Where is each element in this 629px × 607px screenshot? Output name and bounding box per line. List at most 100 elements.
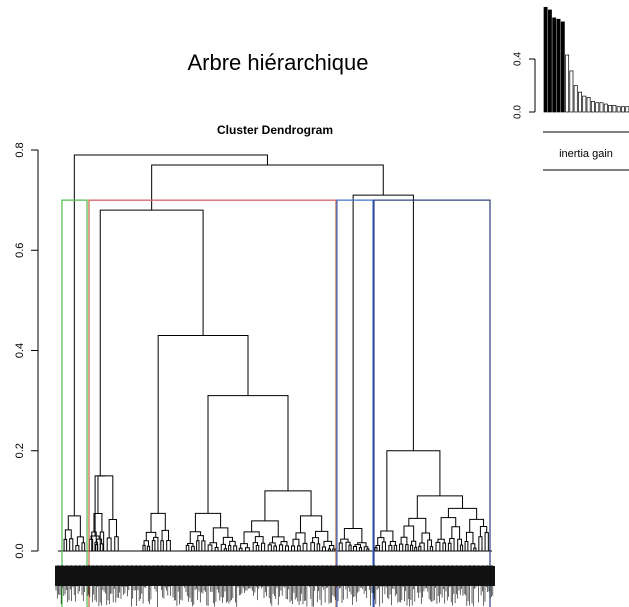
- dendrogram-link: [338, 542, 343, 551]
- dendrogram-link: [196, 540, 200, 551]
- inertia-bar: [565, 54, 570, 113]
- dendrogram-link: [161, 529, 170, 541]
- dendrogram-link: [264, 490, 312, 521]
- dendrogram-link: [97, 475, 114, 520]
- dendrogram-link: [297, 545, 301, 551]
- dendrogram-link: [280, 541, 288, 547]
- leaf-label-band: [55, 566, 495, 586]
- dendrogram-link: [409, 544, 414, 551]
- inertia-bar: [552, 17, 557, 113]
- dendrogram-link: [207, 544, 213, 551]
- dendrogram-link: [312, 537, 319, 544]
- y-tick-label: 0.8: [14, 142, 26, 157]
- dendrogram-link: [94, 541, 98, 551]
- dendrogram-link: [75, 545, 80, 551]
- dendrogram-link: [194, 512, 222, 532]
- dendrogram-link: [386, 450, 441, 531]
- dendrogram-link: [284, 545, 289, 551]
- dendrogram-link: [388, 544, 393, 551]
- dendrogram-link: [299, 515, 323, 533]
- inertia-bars: [543, 6, 629, 113]
- dendrogram-link: [157, 334, 249, 514]
- dendrogram-link: [479, 525, 488, 537]
- dendrogram-link: [408, 517, 427, 533]
- dendrogram-title: Cluster Dendrogram: [217, 123, 333, 137]
- inertia-y-axis: 0.0 0.4: [513, 52, 536, 119]
- dendrogram-link: [185, 544, 190, 551]
- inertia-bar: [612, 105, 617, 113]
- cluster-rectangles: [61, 199, 491, 607]
- dendrogram-link: [416, 495, 464, 519]
- cluster-rect: [373, 199, 491, 607]
- dendrogram-link: [405, 544, 409, 551]
- inertia-bar: [621, 106, 625, 113]
- dendrogram-link: [94, 475, 106, 536]
- dendrogram-link: [254, 536, 264, 544]
- dendrogram-link: [429, 546, 434, 551]
- dendrogram-link: [151, 540, 156, 551]
- dendrogram-link: [142, 544, 146, 551]
- dendrogram-link: [63, 538, 68, 551]
- dendrogram-link: [315, 530, 329, 542]
- dendrogram-link: [114, 536, 119, 551]
- inertia-gain-chart: 0.0 0.4 inertia gain: [513, 6, 629, 171]
- dendrogram-link: [323, 540, 333, 547]
- dendrogram-link: [451, 526, 461, 540]
- inertia-bar: [578, 91, 582, 113]
- dendrogram-link: [374, 547, 378, 551]
- y-tick-label: 0.4: [14, 343, 26, 358]
- y-tick-label: 0.2: [14, 443, 26, 458]
- dendrogram-link: [291, 545, 296, 551]
- dendrogram-link: [197, 535, 204, 541]
- inertia-bar: [599, 102, 604, 113]
- inertia-bar: [547, 9, 552, 113]
- inertia-y-tick-label: 0.4: [513, 52, 524, 66]
- y-tick-label: 0.0: [14, 543, 26, 558]
- dendrogram-link: [358, 547, 363, 551]
- dendrogram-link: [447, 542, 452, 551]
- dendrogram-link: [261, 542, 266, 551]
- dendrogram-link: [440, 517, 457, 540]
- inertia-bar: [590, 101, 595, 113]
- dendrogram-chart: Cluster Dendrogram 0.0 0.2 0.4 0.6 0.8: [14, 123, 495, 607]
- dendrogram-link: [214, 547, 219, 551]
- dendrogram-link: [108, 518, 117, 539]
- dendrogram-link: [228, 545, 232, 551]
- inertia-bar: [586, 97, 591, 113]
- dendrogram-link: [251, 520, 279, 537]
- dendrogram-link: [67, 515, 81, 537]
- dendrogram-link: [223, 548, 228, 551]
- dendrogram-link: [243, 531, 260, 544]
- dendrogram-link: [255, 545, 260, 551]
- dendrogram-link: [366, 548, 370, 551]
- dendrogram-link: [352, 545, 358, 551]
- dendrogram-link: [252, 542, 259, 551]
- inertia-bar: [582, 95, 587, 113]
- dendrogram-link: [321, 546, 327, 551]
- y-tick-label: 0.6: [14, 243, 26, 258]
- inertia-bar: [556, 18, 561, 113]
- dendrogram-link: [403, 525, 415, 542]
- dendrogram-link: [153, 536, 159, 551]
- dendrogram-link: [191, 545, 195, 551]
- dendrogram-link: [389, 540, 396, 546]
- dendrogram-link: [73, 154, 268, 516]
- dendrogram-link: [427, 539, 432, 551]
- inertia-bar: [595, 102, 600, 113]
- dendrogram-link: [377, 537, 385, 546]
- dendrogram-link: [435, 541, 441, 551]
- dendrogram-link: [207, 395, 289, 514]
- figure-title: Arbre hiérarchique: [188, 50, 369, 75]
- dendrogram-link: [478, 536, 483, 551]
- dendrogram-link: [233, 545, 238, 551]
- dendrogram-link: [348, 544, 352, 551]
- dendrogram-link: [327, 548, 331, 551]
- inertia-bar: [625, 106, 629, 113]
- dendrogram-link: [160, 540, 164, 551]
- dendrogram-link: [69, 538, 74, 551]
- dendrogram-link: [414, 546, 418, 551]
- dendrogram-tree: [58, 154, 492, 552]
- dendrogram-link: [220, 543, 226, 551]
- dendrogram-link: [437, 538, 445, 543]
